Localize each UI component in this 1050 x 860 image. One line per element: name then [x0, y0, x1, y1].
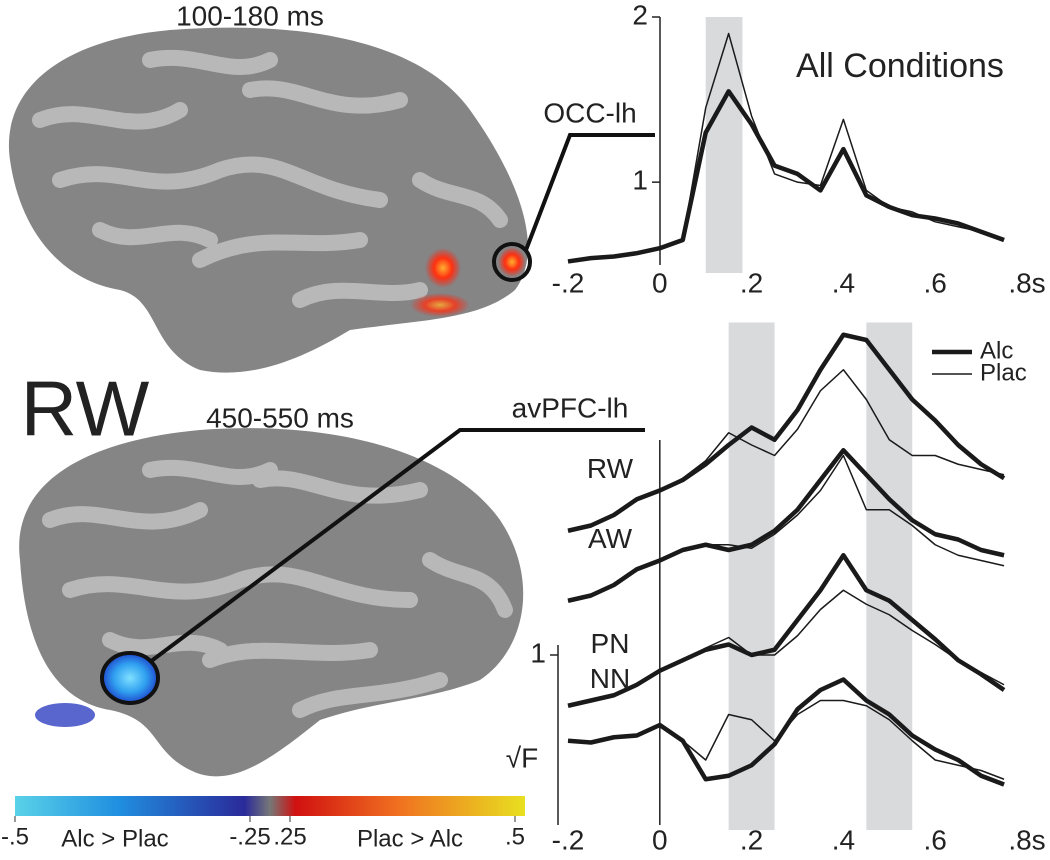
highlight-band [728, 322, 775, 830]
x-tick-label: .4 [832, 824, 855, 855]
x-tick-label: 0 [652, 824, 668, 855]
y-tick-label: 2 [632, 0, 648, 30]
x-tick-label: .2 [740, 824, 763, 855]
colorbar [15, 796, 525, 816]
panel-label: RW [21, 365, 150, 453]
x-tick-label: .6 [924, 824, 947, 855]
x-tick-label: -.2 [552, 824, 585, 855]
y-tick-label: 1 [530, 637, 546, 668]
x-tick-label: .8s [1008, 824, 1045, 855]
condition-label: AW [588, 523, 633, 554]
brain-bottom [19, 428, 645, 777]
colorbar-label: Alc > Plac [61, 825, 168, 852]
x-tick-label: 0 [652, 267, 668, 298]
line-plac [567, 369, 1005, 532]
brain-top [8, 27, 655, 373]
time-window: 100-180 ms [176, 0, 324, 31]
colorbar-tick-label: -.25 [229, 823, 270, 850]
colorbar-tick-label: .5 [505, 823, 525, 850]
colorbar-tick-label: -.5 [1, 823, 29, 850]
line-alc [567, 553, 1006, 708]
condition-label: RW [587, 453, 634, 484]
colorbar-tick-label: .25 [273, 823, 306, 850]
line-plac [567, 699, 1005, 780]
line-plac [567, 589, 1005, 707]
colorbar-label: Plac > Alc [357, 825, 463, 852]
x-tick-label: .2 [740, 267, 763, 298]
x-tick-label: .8s [1008, 267, 1045, 298]
line-plac [567, 32, 1005, 263]
region-label: avPFC-lh [512, 392, 629, 423]
x-tick-label: .6 [924, 267, 947, 298]
chart-title: All Conditions [796, 47, 1004, 85]
time-window: 450-550 ms [206, 402, 354, 433]
y-tick-label: 1 [632, 165, 648, 196]
x-tick-label: -.2 [552, 267, 585, 298]
region-label: OCC-lh [543, 97, 636, 128]
legend-label: Alc [980, 337, 1013, 364]
x-tick-label: .4 [832, 267, 855, 298]
condition-label: PN [591, 628, 630, 659]
highlight-band [866, 322, 913, 830]
y-axis-label: √F [506, 742, 538, 773]
line-alc [567, 677, 1005, 787]
condition-label: NN [590, 663, 630, 694]
highlight-band [705, 17, 743, 273]
legend-label: Plac [980, 359, 1027, 386]
line-plac [567, 454, 1005, 602]
